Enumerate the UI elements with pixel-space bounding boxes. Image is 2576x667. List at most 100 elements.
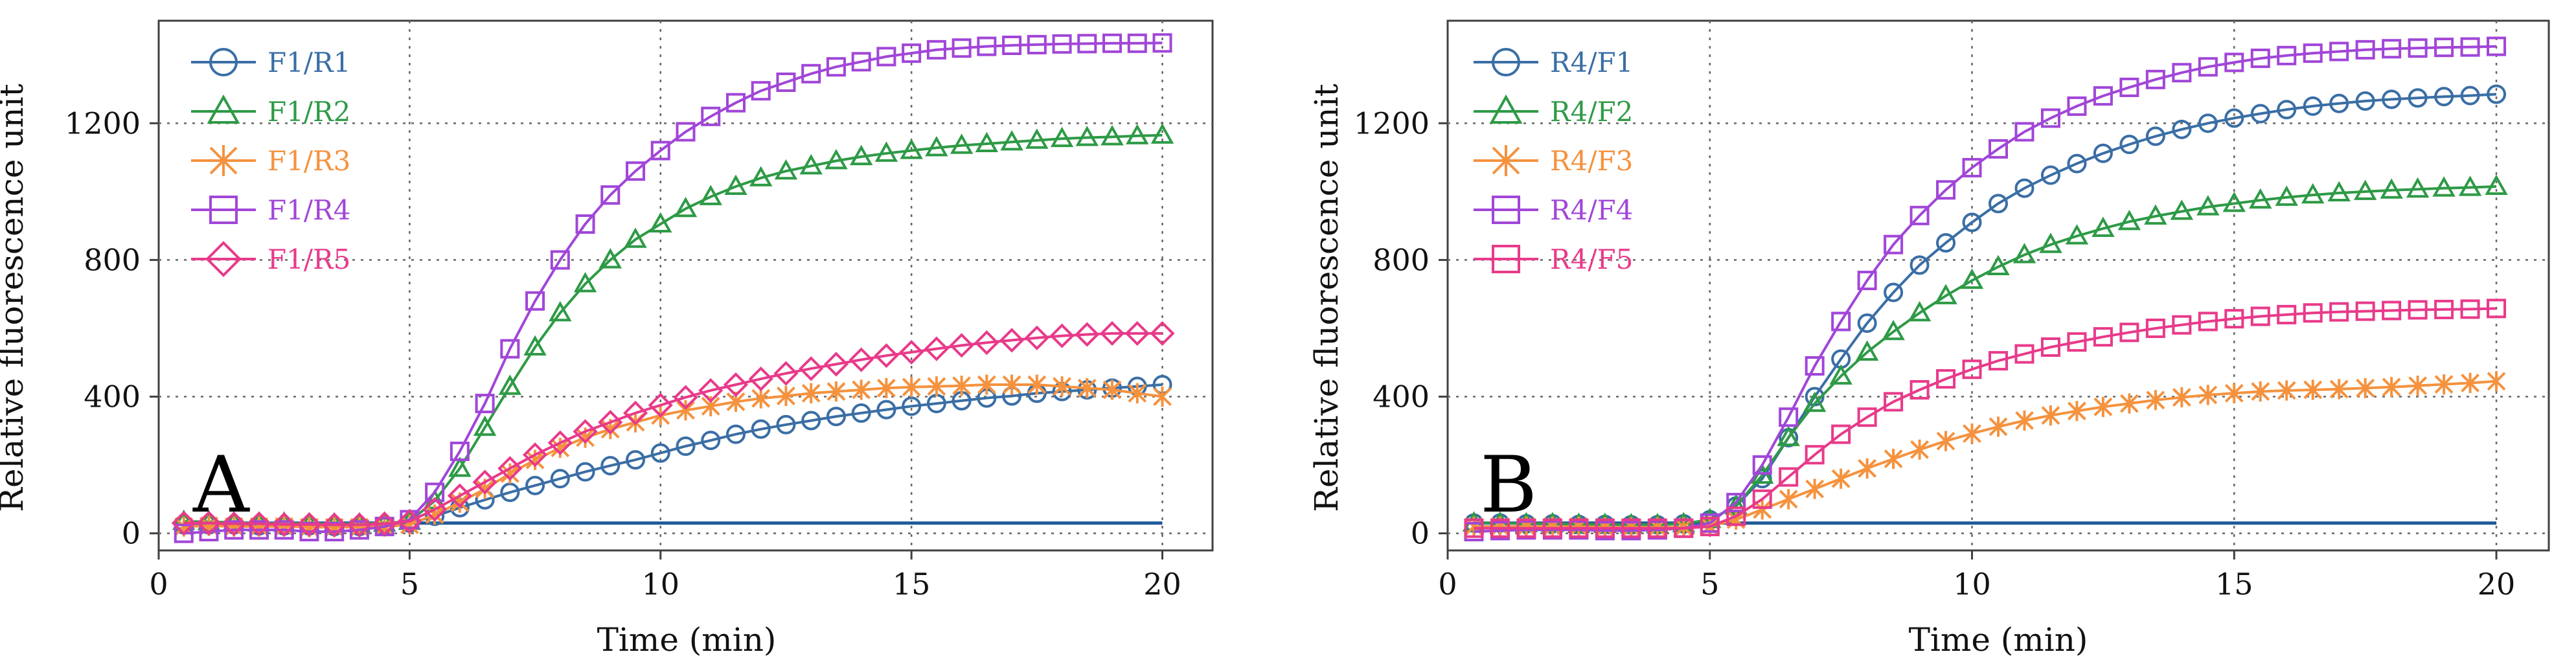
data-point (699, 185, 722, 205)
data-point (2040, 165, 2060, 185)
data-point (450, 441, 470, 461)
data-point (1831, 311, 1851, 332)
data-point (650, 443, 670, 463)
data-point (1936, 233, 1956, 253)
chart-panel-b: 0 5 10 15 20 0 400 800 1200 Relative fluorescence… (1308, 19, 2550, 659)
data-point (2458, 175, 2482, 196)
data-point (1909, 255, 1930, 275)
data-point (1150, 321, 1175, 346)
data-point (949, 333, 974, 358)
data-point (472, 469, 497, 495)
data-point (2329, 302, 2349, 322)
data-point (925, 135, 948, 157)
legend-label: R4/F2 (1550, 96, 1633, 128)
data-point (575, 214, 595, 234)
data-point (622, 400, 648, 425)
data-point (723, 372, 749, 398)
data-point (823, 352, 849, 377)
data-point (2355, 301, 2375, 321)
data-point (2277, 380, 2296, 401)
data-point (1025, 128, 1049, 149)
data-point (902, 377, 921, 398)
data-point (1049, 323, 1075, 348)
legend-label: F1/R1 (268, 47, 350, 78)
data-point (801, 383, 821, 403)
data-point (322, 512, 347, 537)
x-tick-label: 5 (400, 567, 419, 602)
data-point (1075, 322, 1100, 347)
data-point (1989, 194, 2008, 214)
series-f1-r5 (171, 321, 1175, 537)
data-point (1857, 407, 1877, 427)
data-point (1987, 254, 2010, 276)
series-line (183, 383, 1163, 529)
data-point (500, 339, 520, 359)
y-axis-label: Relative fluorescence unit (1308, 84, 1345, 512)
data-point (2434, 87, 2454, 107)
data-point (1884, 448, 1903, 469)
legend-marker (205, 241, 242, 277)
data-point (174, 523, 194, 543)
y-axis-label: Relative fluorescence unit (0, 84, 30, 512)
data-point (600, 185, 621, 205)
data-point (1024, 325, 1049, 350)
legend-label: R4/F3 (1550, 145, 1633, 177)
legend-item-r4-f1: R4/F1 (1474, 47, 1633, 78)
data-point (2093, 143, 2113, 163)
data-point (1002, 374, 1021, 395)
data-point (849, 347, 874, 372)
data-point (1910, 439, 1929, 460)
data-point (222, 511, 247, 536)
data-point (1102, 379, 1122, 400)
data-point (876, 47, 896, 67)
data-point (600, 456, 621, 476)
data-point (1569, 518, 1589, 538)
data-point (2301, 183, 2325, 204)
data-point (2434, 299, 2454, 319)
data-point (1805, 479, 1825, 499)
data-point (598, 248, 622, 269)
data-point (698, 378, 724, 403)
data-point (927, 376, 946, 397)
data-point (425, 482, 445, 503)
data-point (2119, 77, 2139, 97)
data-point (2170, 199, 2194, 220)
x-tick-label: 0 (149, 567, 168, 602)
data-point (1153, 386, 1172, 407)
x-tick-label: 20 (2478, 567, 2516, 602)
data-point (2251, 381, 2270, 402)
data-point (902, 43, 922, 63)
data-point (550, 250, 570, 270)
data-point (2067, 153, 2087, 174)
data-point (2040, 337, 2060, 357)
data-point (2145, 69, 2165, 89)
data-point (1934, 284, 1957, 304)
data-point (1858, 458, 1877, 479)
data-point (2277, 304, 2297, 324)
x-tick-label: 15 (2215, 567, 2253, 602)
data-point (2224, 383, 2244, 403)
data-point (2250, 104, 2270, 124)
data-point (549, 300, 572, 322)
data-point (2303, 303, 2323, 323)
series-line (1474, 45, 2497, 533)
data-point (1909, 379, 1930, 400)
data-point (498, 374, 522, 395)
data-point (2250, 49, 2270, 69)
x-tick-label: 0 (1438, 567, 1457, 602)
data-point (1053, 376, 1071, 397)
data-point (1882, 319, 1905, 341)
data-point (2145, 126, 2165, 146)
data-point (1516, 518, 1536, 538)
legend-marker (1492, 245, 1520, 273)
data-point (974, 330, 999, 356)
x-axis-label: Time (min) (1909, 621, 2088, 659)
data-point (649, 212, 672, 233)
data-point (1777, 425, 1800, 446)
data-point (2353, 179, 2377, 200)
data-point (1962, 359, 1982, 379)
data-point (2382, 377, 2401, 398)
data-point (2198, 57, 2218, 77)
legend-marker (207, 94, 240, 124)
data-point (1829, 364, 1852, 385)
